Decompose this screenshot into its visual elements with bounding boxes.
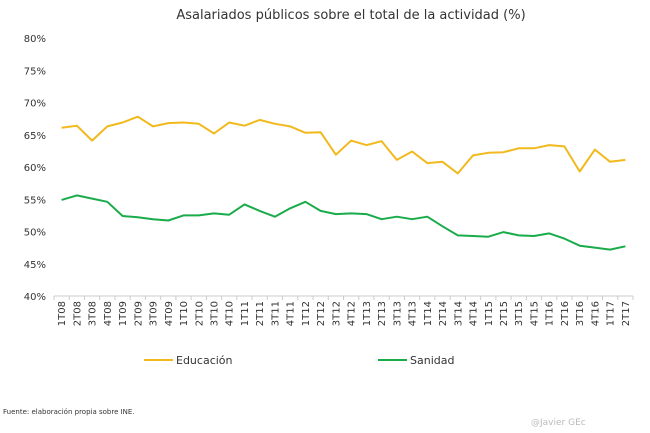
x-tick-label: 1T10 bbox=[179, 301, 190, 326]
x-tick-label: 4T16 bbox=[590, 301, 601, 326]
legend-label-educacion: Educación bbox=[176, 354, 233, 367]
x-tick-label: 2T12 bbox=[316, 301, 327, 326]
x-tick-label: 1T13 bbox=[362, 301, 373, 326]
x-tick-label: 4T12 bbox=[347, 301, 358, 326]
x-tick-label: 4T10 bbox=[225, 301, 236, 326]
x-tick-label: 2T10 bbox=[194, 301, 205, 326]
x-tick-label: 3T12 bbox=[331, 301, 342, 326]
y-tick-label: 40% bbox=[24, 292, 46, 303]
x-tick-label: 3T14 bbox=[453, 301, 464, 326]
y-axis: 40% 45% 50% 55% 60% 65% 70% 75% 80% bbox=[24, 34, 46, 303]
x-tick-label: 4T08 bbox=[103, 301, 114, 326]
x-tick-label: 3T11 bbox=[270, 301, 281, 326]
x-tick-label: 2T08 bbox=[72, 301, 83, 326]
x-tick-label: 3T15 bbox=[514, 301, 525, 326]
x-tick-label: 1T17 bbox=[606, 301, 617, 326]
x-axis: 1T08 2T08 3T08 4T08 1T09 2T09 3T09 4T09 1T10 2T10… bbox=[53, 296, 634, 326]
x-tick-label: 1T11 bbox=[240, 301, 251, 326]
x-tick-label: 1T15 bbox=[484, 301, 495, 326]
x-tick-label: 2T14 bbox=[438, 301, 449, 326]
chart-title: Asalariados públicos sobre el total de l… bbox=[176, 8, 525, 23]
y-tick-label: 80% bbox=[24, 34, 46, 45]
y-tick-label: 60% bbox=[24, 163, 46, 174]
x-tick-label: 3T16 bbox=[575, 301, 586, 326]
x-tick-label: 2T16 bbox=[560, 301, 571, 326]
y-tick-label: 55% bbox=[24, 195, 46, 206]
x-tick-label: 2T13 bbox=[377, 301, 388, 326]
x-tick-label: 4T13 bbox=[408, 301, 419, 326]
series-line-educacion bbox=[61, 115, 626, 175]
y-tick-label: 75% bbox=[24, 66, 46, 77]
legend: Educación Sanidad bbox=[144, 354, 454, 367]
x-tick-label: 1T16 bbox=[545, 301, 556, 326]
x-tick-label: 4T09 bbox=[164, 301, 175, 326]
series-line-sanidad bbox=[61, 194, 626, 251]
x-tick-label: 3T10 bbox=[209, 301, 220, 326]
x-tick-label: 1T08 bbox=[57, 301, 68, 326]
x-tick-label: 3T09 bbox=[149, 301, 160, 326]
x-tick-label: 1T12 bbox=[301, 301, 312, 326]
y-tick-label: 45% bbox=[24, 260, 46, 271]
x-tick-label: 4T11 bbox=[286, 301, 297, 326]
plot-area bbox=[61, 115, 626, 251]
x-tick-label: 2T11 bbox=[255, 301, 266, 326]
legend-label-sanidad: Sanidad bbox=[410, 354, 454, 367]
x-tick-label: 3T08 bbox=[88, 301, 99, 326]
x-tick-label: 2T17 bbox=[621, 301, 632, 326]
x-tick-label: 3T13 bbox=[392, 301, 403, 326]
x-tick-label: 2T15 bbox=[499, 301, 510, 326]
y-tick-label: 50% bbox=[24, 228, 46, 239]
x-tick-label: 1T09 bbox=[118, 301, 129, 326]
y-tick-label: 65% bbox=[24, 131, 46, 142]
y-tick-label: 70% bbox=[24, 99, 46, 110]
source-note: Fuente: elaboración propia sobre INE. bbox=[3, 408, 135, 416]
x-tick-label: 2T09 bbox=[133, 301, 144, 326]
author-signature: @Javier GEc bbox=[531, 418, 586, 428]
x-tick-label: 4T15 bbox=[529, 301, 540, 326]
x-tick-label: 4T14 bbox=[469, 301, 480, 326]
x-tick-label: 1T14 bbox=[423, 301, 434, 326]
